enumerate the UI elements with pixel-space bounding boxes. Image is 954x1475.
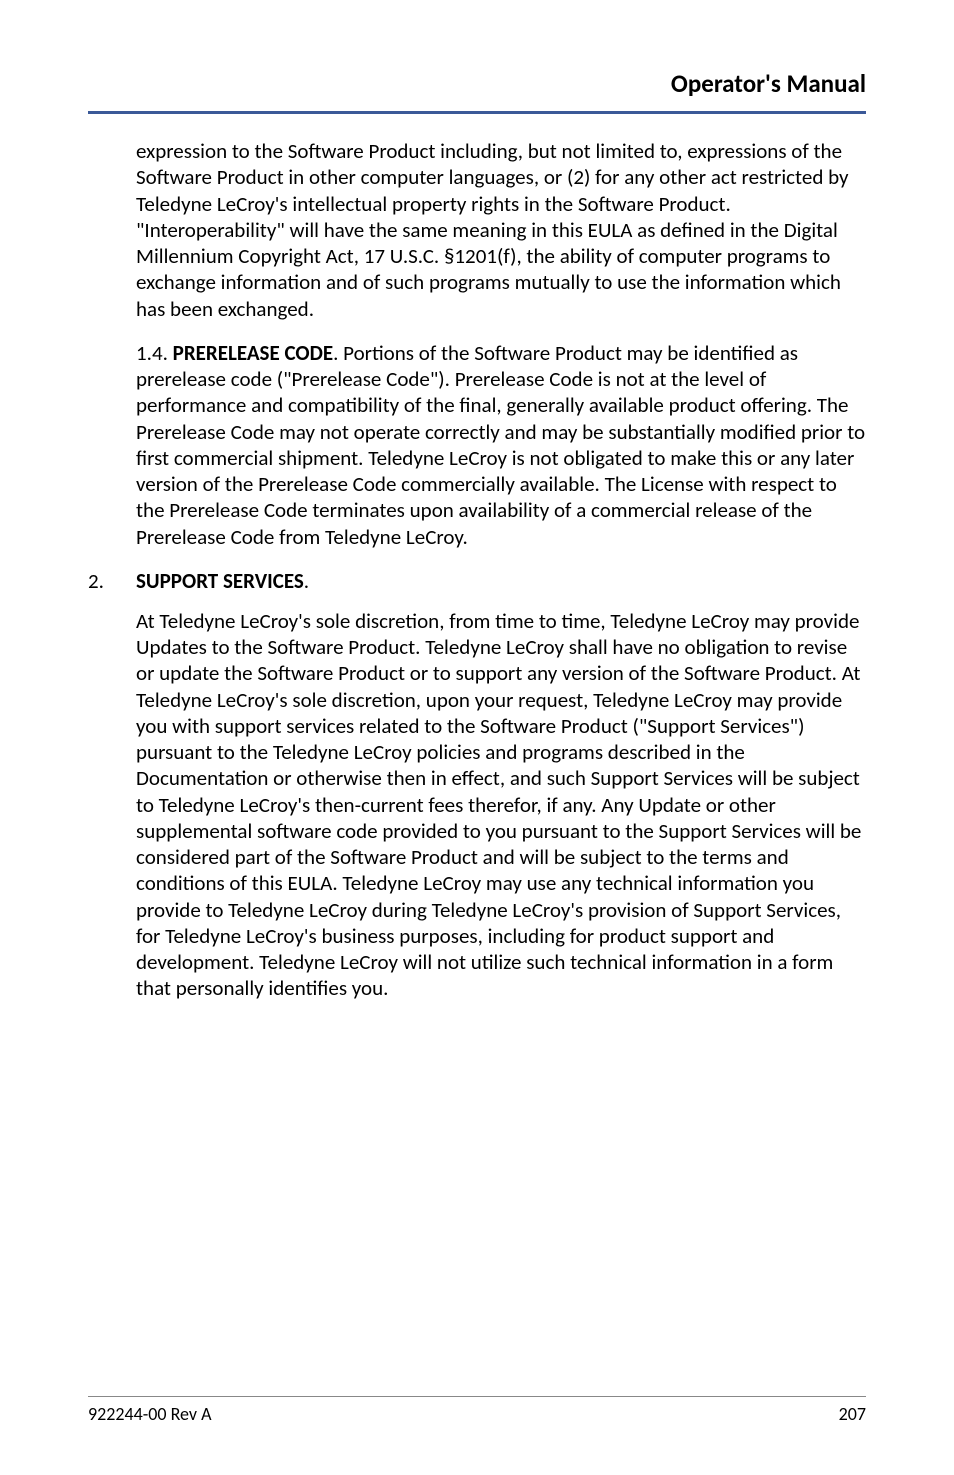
- page-header: Operator's Manual: [88, 68, 866, 114]
- header-title: Operator's Manual: [671, 68, 866, 99]
- section-2-number: 2.: [88, 568, 136, 594]
- section-2-title: SUPPORT SERVICES: [136, 568, 304, 594]
- paragraph-1: expression to the Software Product inclu…: [136, 138, 866, 322]
- paragraph-3: At Teledyne LeCroy's sole discretion, fr…: [136, 608, 866, 1002]
- section-2-dot: .: [304, 568, 309, 594]
- paragraph-2-bold: PRERELEASE CODE: [173, 340, 333, 366]
- footer-page-number: 207: [839, 1403, 866, 1425]
- section-2-heading: 2. SUPPORT SERVICES.: [88, 568, 866, 594]
- paragraph-2-prefix: 1.4.: [136, 340, 173, 366]
- paragraph-2-rest: . Portions of the Software Product may b…: [136, 340, 865, 550]
- footer-revision: 922244-00 Rev A: [88, 1403, 212, 1425]
- page-footer: 922244-00 Rev A 207: [88, 1396, 866, 1425]
- paragraph-1-text: expression to the Software Product inclu…: [136, 138, 849, 322]
- section-2-title-wrap: SUPPORT SERVICES.: [136, 568, 309, 594]
- paragraph-2: 1.4. PRERELEASE CODE. Portions of the So…: [136, 340, 866, 550]
- paragraph-3-text: At Teledyne LeCroy's sole discretion, fr…: [136, 608, 861, 1002]
